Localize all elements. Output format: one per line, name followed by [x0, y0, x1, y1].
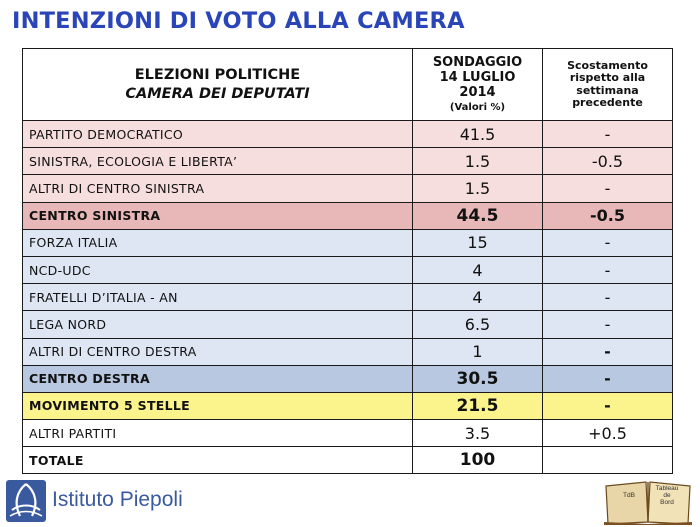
vote-value: 30.5 [412, 364, 543, 393]
table-row: ALTRI DI CENTRO DESTRA 1 - [22, 337, 673, 366]
table-row: PARTITO DEMOCRATICO 41.5 - [22, 119, 673, 149]
vote-value: 44.5 [412, 201, 543, 230]
vote-value: 15 [412, 228, 543, 257]
header-survey-line3: 2014 [459, 84, 496, 100]
piepoli-logo: Istituto Piepoli [6, 480, 206, 524]
vote-value: 41.5 [412, 119, 543, 149]
table-row: FORZA ITALIA 15 - [22, 228, 673, 257]
vote-value: 100 [412, 446, 543, 475]
logo-text: Istituto Piepoli [52, 488, 183, 511]
change-value: - [542, 283, 673, 312]
change-value: -0.5 [542, 201, 673, 230]
header-survey-line2: 14 LUGLIO [439, 69, 516, 85]
change-value: - [542, 174, 673, 203]
table-row: ALTRI PARTITI 3.5 +0.5 [22, 419, 673, 448]
vote-value: 4 [412, 283, 543, 312]
header-change-line4: precedente [572, 96, 643, 109]
table-row-total: MOVIMENTO 5 STELLE 21.5 - [22, 391, 673, 421]
vote-value: 1 [412, 337, 543, 366]
header-election-line2: CAMERA DEI DEPUTATI [125, 85, 310, 102]
change-value: -0.5 [542, 147, 673, 176]
table-row: SINISTRA, ECOLOGIA E LIBERTA’ 1.5 -0.5 [22, 147, 673, 176]
party-label: LEGA NORD [22, 310, 413, 339]
header-change-line1: Scostamento [567, 58, 648, 72]
table-header-row: ELEZIONI POLITICHE CAMERA DEI DEPUTATI S… [22, 48, 673, 121]
change-value: - [542, 391, 673, 421]
table-row: LEGA NORD 6.5 - [22, 310, 673, 339]
party-label: ALTRI DI CENTRO DESTRA [22, 337, 413, 366]
table-row: ALTRI DI CENTRO SINISTRA 1.5 - [22, 174, 673, 203]
party-label: ALTRI DI CENTRO SINISTRA [22, 174, 413, 203]
table-row-total: CENTRO DESTRA 30.5 - [22, 364, 673, 393]
page-title: INTENZIONI DI VOTO ALLA CAMERA [12, 8, 465, 34]
change-value: - [542, 255, 673, 285]
table-row: NCD-UDC 4 - [22, 255, 673, 285]
vote-value: 6.5 [412, 310, 543, 339]
book-graphic [604, 481, 692, 525]
change-value: - [542, 119, 673, 149]
book-icon: TdB Tableau de Bord [600, 478, 696, 526]
piepoli-logo-icon [6, 480, 46, 522]
header-survey-line1: SONDAGGIO [432, 54, 523, 70]
change-value [542, 446, 673, 475]
change-value: - [542, 337, 673, 366]
header-change: Scostamento rispetto alla settimana prec… [542, 48, 673, 121]
party-label: PARTITO DEMOCRATICO [22, 119, 413, 149]
header-election: ELEZIONI POLITICHE CAMERA DEI DEPUTATI [22, 48, 413, 121]
vote-value: 3.5 [412, 419, 543, 448]
book-label-3: de [663, 492, 671, 499]
header-survey: SONDAGGIO 14 LUGLIO 2014 (Valori %) [412, 48, 543, 121]
party-label: MOVIMENTO 5 STELLE [22, 391, 413, 421]
party-label: TOTALE [22, 446, 413, 475]
party-label: FORZA ITALIA [22, 228, 413, 257]
header-change-line2: rispetto alla [569, 71, 646, 84]
vote-value: 21.5 [412, 391, 543, 421]
table-row: FRATELLI D’ITALIA - AN 4 - [22, 283, 673, 312]
poll-table: ELEZIONI POLITICHE CAMERA DEI DEPUTATI S… [22, 48, 673, 475]
book-label-2: Tableau [655, 485, 679, 492]
vote-value: 1.5 [412, 147, 543, 176]
party-label: CENTRO SINISTRA [22, 201, 413, 230]
change-value: - [542, 310, 673, 339]
party-label: ALTRI PARTITI [22, 419, 413, 448]
table-row-total: TOTALE 100 [22, 446, 673, 475]
change-value: - [542, 364, 673, 393]
book-label-4: Bord [660, 499, 674, 506]
party-label: CENTRO DESTRA [22, 364, 413, 393]
book-label-1: TdB [623, 492, 635, 499]
party-label: FRATELLI D’ITALIA - AN [22, 283, 413, 312]
header-survey-line4: (Valori %) [449, 101, 506, 113]
vote-value: 4 [412, 255, 543, 285]
header-change-line3: settimana [576, 83, 639, 97]
change-value: +0.5 [542, 419, 673, 448]
header-election-line1: ELEZIONI POLITICHE [134, 66, 301, 83]
table-row-total: CENTRO SINISTRA 44.5 -0.5 [22, 201, 673, 230]
party-label: NCD-UDC [22, 255, 413, 285]
vote-value: 1.5 [412, 174, 543, 203]
change-value: - [542, 228, 673, 257]
party-label: SINISTRA, ECOLOGIA E LIBERTA’ [22, 147, 413, 176]
